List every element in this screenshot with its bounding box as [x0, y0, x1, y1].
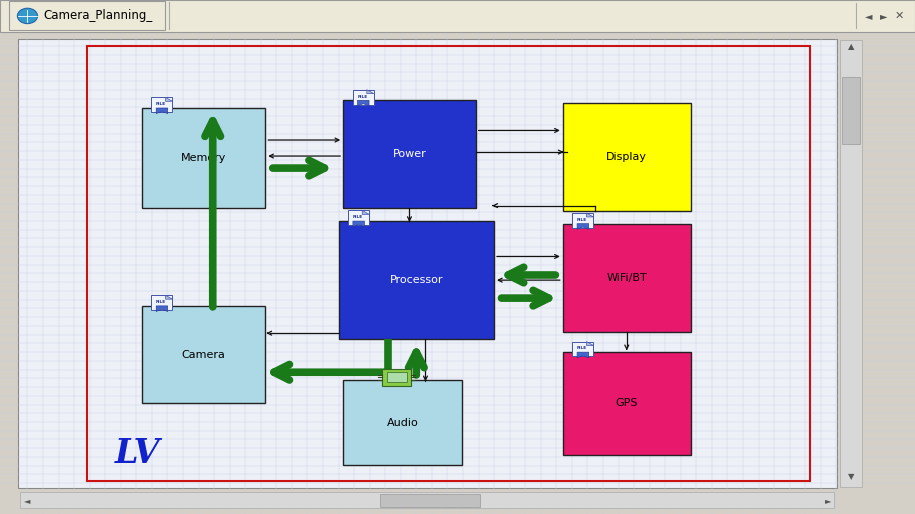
FancyBboxPatch shape [151, 295, 172, 310]
Text: Display: Display [607, 152, 647, 162]
FancyBboxPatch shape [343, 380, 462, 465]
FancyBboxPatch shape [9, 1, 165, 30]
Polygon shape [166, 98, 172, 101]
Text: ◄: ◄ [24, 495, 31, 505]
Text: Processor: Processor [390, 275, 443, 285]
FancyBboxPatch shape [563, 352, 691, 455]
FancyBboxPatch shape [382, 369, 411, 386]
FancyBboxPatch shape [387, 372, 406, 382]
Ellipse shape [17, 8, 38, 24]
FancyBboxPatch shape [842, 77, 860, 144]
Text: Audio: Audio [387, 418, 418, 428]
Text: WiFi/BT: WiFi/BT [607, 272, 647, 283]
FancyBboxPatch shape [840, 40, 862, 487]
FancyBboxPatch shape [573, 341, 594, 357]
FancyBboxPatch shape [563, 103, 691, 211]
Polygon shape [166, 295, 172, 299]
Text: Memory: Memory [181, 153, 226, 163]
Text: Power: Power [393, 149, 426, 159]
FancyBboxPatch shape [353, 89, 374, 105]
Text: ▼: ▼ [847, 472, 855, 482]
Polygon shape [353, 221, 364, 227]
Text: ✕: ✕ [895, 11, 904, 21]
FancyBboxPatch shape [573, 213, 594, 228]
Polygon shape [362, 211, 370, 214]
FancyBboxPatch shape [380, 494, 480, 507]
FancyBboxPatch shape [0, 0, 915, 32]
Text: ◄: ◄ [865, 11, 872, 21]
FancyBboxPatch shape [563, 224, 691, 332]
Text: ►: ► [880, 11, 888, 21]
FancyBboxPatch shape [339, 221, 494, 339]
Text: FILE: FILE [156, 300, 167, 304]
Polygon shape [577, 224, 588, 229]
Text: Camera_Planning_: Camera_Planning_ [43, 9, 152, 23]
Text: ▲: ▲ [847, 42, 855, 51]
Text: FILE: FILE [156, 102, 167, 106]
Polygon shape [577, 352, 588, 358]
Text: ►: ► [824, 495, 832, 505]
Polygon shape [156, 306, 167, 311]
Text: FILE: FILE [357, 95, 368, 99]
Text: FILE: FILE [352, 215, 363, 219]
FancyBboxPatch shape [142, 108, 265, 208]
Text: FILE: FILE [576, 346, 587, 351]
FancyBboxPatch shape [348, 210, 370, 225]
FancyBboxPatch shape [142, 306, 265, 403]
Polygon shape [358, 100, 369, 106]
FancyBboxPatch shape [343, 100, 476, 208]
Text: LV: LV [114, 437, 160, 470]
Text: GPS: GPS [616, 398, 638, 409]
FancyBboxPatch shape [20, 492, 834, 508]
FancyBboxPatch shape [151, 97, 172, 112]
Text: Camera: Camera [182, 350, 225, 360]
Text: FILE: FILE [576, 218, 587, 222]
Polygon shape [156, 108, 167, 114]
Polygon shape [367, 90, 374, 94]
Polygon shape [587, 341, 593, 345]
FancyBboxPatch shape [18, 39, 837, 488]
Polygon shape [587, 213, 593, 217]
